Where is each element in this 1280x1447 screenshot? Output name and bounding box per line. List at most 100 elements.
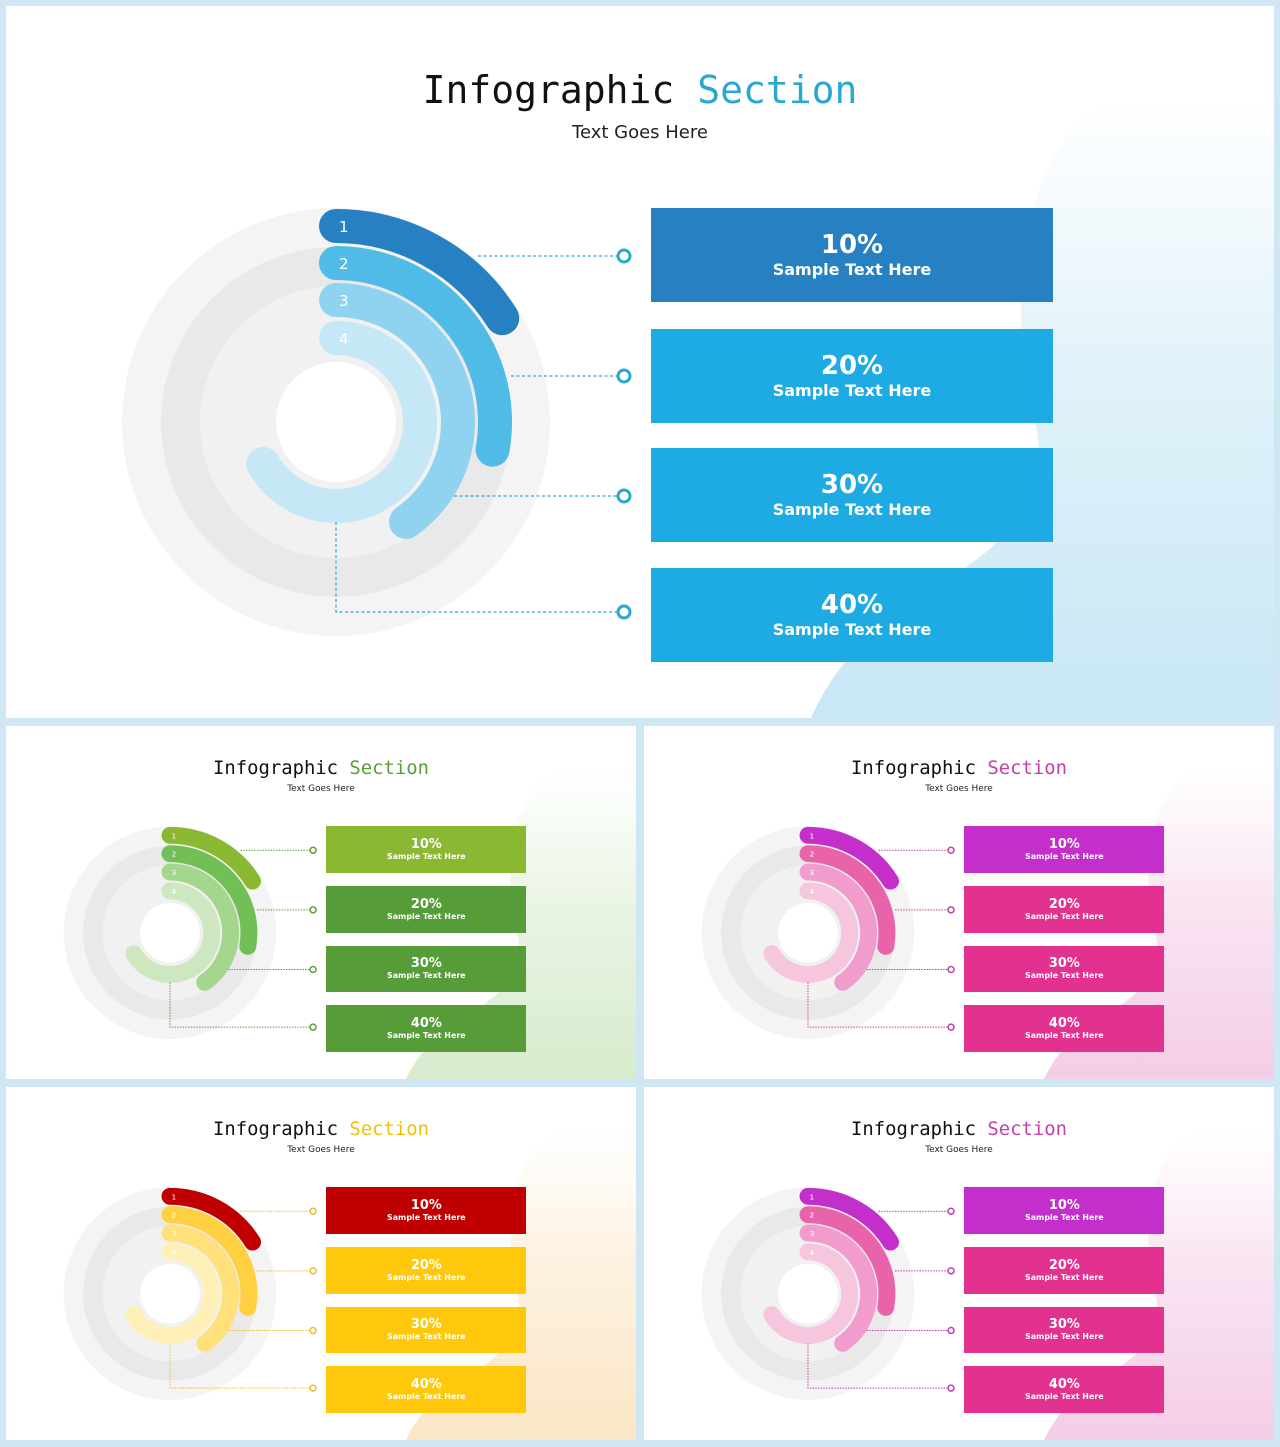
ring-number-1: 1 xyxy=(171,831,176,840)
ring-arc-4 xyxy=(763,882,859,983)
connector-line-4 xyxy=(169,1343,310,1389)
slide-title: Infographic Section xyxy=(6,1118,636,1140)
value-box-3: 30% Sample Text Here xyxy=(326,1306,527,1354)
ring-number-4: 4 xyxy=(171,887,176,896)
connector-dot-4 xyxy=(309,1023,317,1031)
connector-dot-4 xyxy=(947,1023,955,1031)
center-hole xyxy=(140,1263,200,1324)
value-box-2: 20% Sample Text Here xyxy=(964,1247,1165,1295)
ring-arc-4 xyxy=(125,1243,221,1344)
connector-dot-1 xyxy=(947,846,955,854)
connector-dot-2 xyxy=(947,906,955,914)
title-word-1: Infographic xyxy=(213,756,339,779)
center-hole xyxy=(778,1263,838,1324)
ring-arc-3 xyxy=(319,283,475,539)
box-label: Sample Text Here xyxy=(386,1273,466,1283)
ring-number-2: 2 xyxy=(809,850,814,859)
title-word-1: Infographic xyxy=(851,1117,977,1140)
ring-arc-1 xyxy=(799,826,899,890)
title-word-2: Section xyxy=(349,1117,429,1140)
slide-pink-top: Infographic Section Text Goes Here 1 2 3 4 10%… xyxy=(644,726,1274,1079)
slide-subtitle: Text Goes Here xyxy=(925,783,993,794)
box-percent: 30% xyxy=(410,1317,442,1333)
connector-dot-3 xyxy=(616,488,632,504)
ring-diagram: 1 2 3 4 xyxy=(63,826,317,1040)
ring-number-1: 1 xyxy=(171,1192,176,1201)
connector-dot-4 xyxy=(616,604,632,620)
box-label: Sample Text Here xyxy=(772,619,932,639)
box-label: Sample Text Here xyxy=(1024,852,1104,862)
value-box-2: 20% Sample Text Here xyxy=(964,886,1165,934)
connector-dot-3 xyxy=(947,965,955,974)
box-percent: 20% xyxy=(1048,1257,1080,1273)
value-box-3: 30% Sample Text Here xyxy=(964,1306,1165,1354)
connector-dot-4 xyxy=(309,1384,317,1392)
ring-arc-4 xyxy=(763,1243,859,1344)
box-percent: 20% xyxy=(1048,896,1080,912)
box-percent: 10% xyxy=(1048,1197,1080,1213)
box-label: Sample Text Here xyxy=(772,259,932,279)
box-percent: 20% xyxy=(820,351,884,382)
ring-arc-2 xyxy=(319,246,512,467)
value-box-1: 10% Sample Text Here xyxy=(651,208,1053,302)
ring-arc-2 xyxy=(799,845,896,955)
slide-yellow: Infographic Section Text Goes Here 1 2 3 4 10%… xyxy=(6,1087,636,1440)
box-percent: 40% xyxy=(820,590,884,621)
ring-number-1: 1 xyxy=(339,218,349,236)
ring-arc-3 xyxy=(799,863,878,991)
connector-dot-1 xyxy=(309,1207,317,1215)
box-percent: 30% xyxy=(820,470,884,501)
value-box-1: 10% Sample Text Here xyxy=(964,1187,1165,1235)
ring-diagram: 1 2 3 4 xyxy=(701,1187,955,1401)
ring-diagram: 1 2 3 4 xyxy=(701,826,955,1040)
box-label: Sample Text Here xyxy=(386,1391,466,1401)
value-box-2: 20% Sample Text Here xyxy=(326,886,527,934)
title-word-2: Section xyxy=(987,756,1067,779)
title-word-1: Infographic xyxy=(422,68,675,112)
center-hole xyxy=(276,362,396,482)
ring-number-4: 4 xyxy=(809,1248,814,1257)
box-label: Sample Text Here xyxy=(1024,1273,1104,1283)
slide-subtitle: Text Goes Here xyxy=(287,783,355,794)
ring-arc-3 xyxy=(799,1224,878,1352)
box-percent: 40% xyxy=(1048,1015,1080,1031)
connector-dot-1 xyxy=(616,248,632,264)
ring-arc-3 xyxy=(161,1224,240,1352)
ring-arc-2 xyxy=(161,845,258,955)
ring-number-3: 3 xyxy=(809,1229,814,1238)
box-label: Sample Text Here xyxy=(386,1213,466,1223)
title-word-2: Section xyxy=(987,1117,1067,1140)
ring-number-2: 2 xyxy=(171,850,176,859)
box-label: Sample Text Here xyxy=(1024,1030,1104,1040)
value-box-4: 40% Sample Text Here xyxy=(964,1366,1165,1413)
connector-dot-2 xyxy=(309,1267,317,1275)
center-hole xyxy=(778,902,838,963)
connector-dot-3 xyxy=(947,1326,955,1335)
ring-number-2: 2 xyxy=(809,1211,814,1220)
box-label: Sample Text Here xyxy=(386,852,466,862)
connector-line-4 xyxy=(335,522,617,613)
center-hole xyxy=(140,902,200,963)
title-word-2: Section xyxy=(349,756,429,779)
value-box-4: 40% Sample Text Here xyxy=(964,1005,1165,1052)
connector-dot-2 xyxy=(309,906,317,914)
ring-number-2: 2 xyxy=(171,1211,176,1220)
value-box-3: 30% Sample Text Here xyxy=(326,945,527,993)
ring-arc-3 xyxy=(161,863,240,991)
box-percent: 30% xyxy=(1048,1317,1080,1333)
box-percent: 40% xyxy=(1048,1376,1080,1392)
box-percent: 40% xyxy=(410,1376,442,1392)
connector-line-4 xyxy=(169,982,310,1028)
ring-arc-2 xyxy=(799,1206,896,1316)
value-box-4: 40% Sample Text Here xyxy=(326,1366,527,1413)
box-label: Sample Text Here xyxy=(772,499,932,519)
connector-dot-1 xyxy=(947,1207,955,1215)
box-percent: 20% xyxy=(410,1257,442,1273)
ring-number-4: 4 xyxy=(809,887,814,896)
value-box-4: 40% Sample Text Here xyxy=(651,568,1053,662)
box-percent: 10% xyxy=(410,1197,442,1213)
connector-dot-1 xyxy=(309,846,317,854)
ring-arc-4 xyxy=(125,882,221,983)
title-word-1: Infographic xyxy=(851,756,977,779)
ring-diagram: 1 2 3 4 xyxy=(63,1187,317,1401)
